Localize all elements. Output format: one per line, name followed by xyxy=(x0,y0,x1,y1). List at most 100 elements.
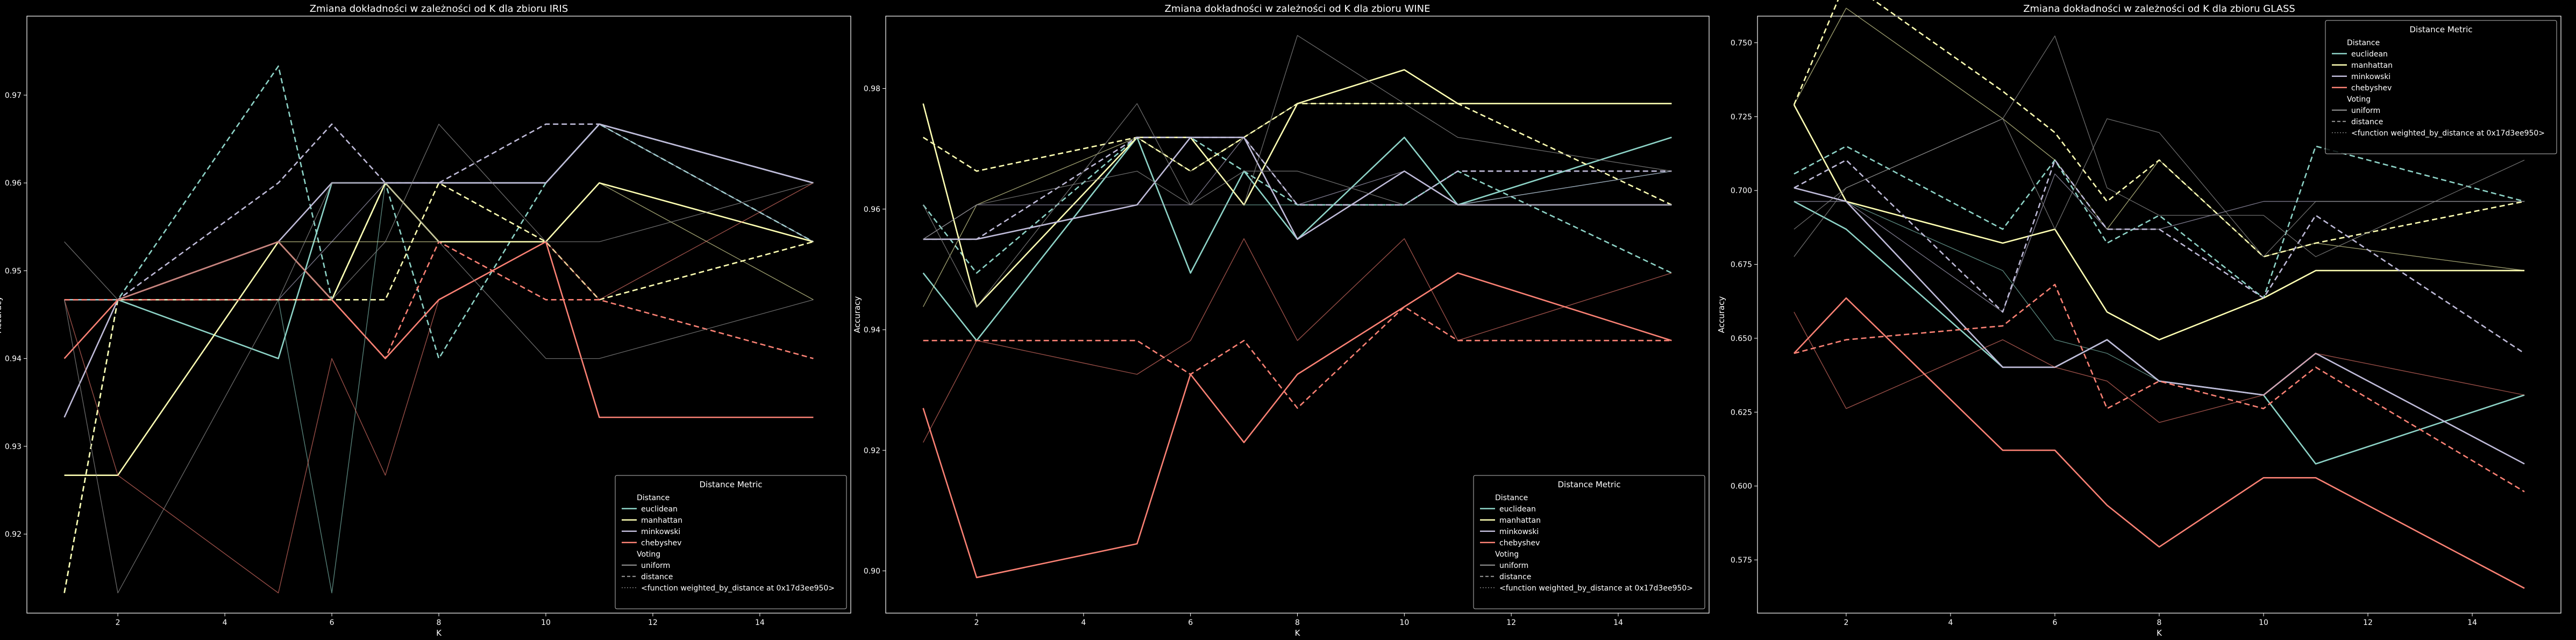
series-line-minkowski-weighted xyxy=(64,124,814,300)
legend-label: manhattan xyxy=(2351,61,2393,70)
series-line-euclidean-distance xyxy=(1794,145,2525,299)
legend-item-voting-1[interactable]: distance xyxy=(1480,573,1531,581)
legend-frame xyxy=(1473,475,1705,609)
y-tick-label: 0.95 xyxy=(5,267,22,275)
series-line-gray-uniform xyxy=(923,35,1672,308)
x-tick-label: 6 xyxy=(2053,618,2058,627)
legend-item-minkowski[interactable]: minkowski xyxy=(622,528,680,536)
series-line-minkowski-distance xyxy=(923,137,1672,240)
chart-title: Zmiana dokładności w zależności od K dla… xyxy=(310,3,568,15)
x-tick-label: 14 xyxy=(755,618,765,627)
x-tick-label: 8 xyxy=(437,618,442,627)
y-tick-label: 0.92 xyxy=(5,530,22,539)
legend-item-manhattan[interactable]: manhattan xyxy=(622,516,682,525)
legend-item-chebyshev[interactable]: chebyshev xyxy=(2332,84,2392,93)
legend-label: uniform xyxy=(1499,561,1528,570)
legend-label: <function weighted_by_distance at 0x17d3… xyxy=(1499,584,1693,593)
x-tick-label: 12 xyxy=(2363,618,2373,627)
legend-item-voting-2[interactable]: <function weighted_by_distance at 0x17d3… xyxy=(622,584,835,593)
legend-item-euclidean[interactable]: euclidean xyxy=(1480,505,1536,514)
legend-label: euclidean xyxy=(641,505,678,514)
legend-label: euclidean xyxy=(1499,505,1536,514)
series-line-manhattan-uniform xyxy=(922,69,1672,308)
x-tick-label: 10 xyxy=(541,618,551,627)
x-tick-label: 12 xyxy=(648,618,658,627)
y-tick-label: 0.96 xyxy=(5,179,22,188)
legend-item-voting-2[interactable]: <function weighted_by_distance at 0x17d3… xyxy=(1480,584,1693,593)
y-tick-label: 0.725 xyxy=(1731,113,1752,122)
x-tick-label: 4 xyxy=(223,618,227,627)
legend-frame xyxy=(2325,20,2557,154)
series-line-chebyshev-uniform xyxy=(63,241,814,418)
series-line-gray-weighted xyxy=(63,182,814,594)
series-line-minkowski-uniform xyxy=(923,137,1672,240)
legend-frame xyxy=(615,475,847,609)
series-line-minkowski-uniform xyxy=(63,123,814,418)
y-tick-label: 0.92 xyxy=(864,446,880,455)
y-axis-label: Accuracy xyxy=(1717,296,1726,333)
x-tick-label: 2 xyxy=(116,618,120,627)
y-tick-label: 0.98 xyxy=(864,85,880,94)
legend-item-minkowski[interactable]: minkowski xyxy=(1480,528,1539,536)
legend-distance-header: Distance xyxy=(2347,39,2380,47)
series-line-euclidean-weighted xyxy=(923,137,1672,240)
legend-item-chebyshev[interactable]: chebyshev xyxy=(622,539,681,547)
x-tick-label: 6 xyxy=(1188,618,1193,627)
y-tick-label: 0.93 xyxy=(5,443,22,451)
legend-label: minkowski xyxy=(641,528,680,536)
y-axis-label: Accuracy xyxy=(0,296,3,333)
legend-item-voting-2[interactable]: <function weighted_by_distance at 0x17d3… xyxy=(2332,129,2545,138)
y-tick-label: 0.94 xyxy=(5,355,22,364)
x-tick-label: 4 xyxy=(1948,618,1953,627)
legend-title: Distance Metric xyxy=(2410,25,2473,34)
legend-label: uniform xyxy=(641,561,670,570)
legend-label: minkowski xyxy=(1499,528,1539,536)
x-tick-label: 8 xyxy=(1295,618,1300,627)
legend-item-voting-0[interactable]: uniform xyxy=(622,561,670,570)
legend-item-voting-0[interactable]: uniform xyxy=(1480,561,1528,570)
legend-title: Distance Metric xyxy=(1558,480,1621,489)
series-line-gray-weighted xyxy=(923,170,1672,240)
y-tick-label: 0.96 xyxy=(864,205,880,214)
x-tick-label: 2 xyxy=(1844,618,1848,627)
legend: Distance Metric Distance euclidean manhatta… xyxy=(2325,20,2557,154)
legend-label: minkowski xyxy=(2351,73,2390,81)
legend-label: chebyshev xyxy=(641,539,681,547)
x-tick-label: 8 xyxy=(2157,618,2162,627)
legend-label: euclidean xyxy=(2351,50,2388,59)
legend-item-voting-1[interactable]: distance xyxy=(2332,118,2383,126)
legend-distance-header: Distance xyxy=(1495,494,1528,502)
x-tick-label: 10 xyxy=(1399,618,1409,627)
y-tick-label: 0.650 xyxy=(1731,335,1752,343)
series-line-chebyshev-uniform xyxy=(922,272,1672,579)
legend-label: chebyshev xyxy=(1499,539,1540,547)
series-line-manhattan-uniform xyxy=(1793,104,2525,341)
legend-label: manhattan xyxy=(1499,516,1541,525)
series-line-manhattan-uniform xyxy=(64,182,814,477)
series-line-minkowski-weighted xyxy=(923,137,1672,240)
x-tick-label: 6 xyxy=(330,618,335,627)
chart-panel-wine: Zmiana dokładności w zależności od K dla… xyxy=(852,3,1710,638)
legend-item-euclidean[interactable]: euclidean xyxy=(2332,50,2388,59)
y-tick-label: 0.94 xyxy=(864,326,880,335)
legend-item-chebyshev[interactable]: chebyshev xyxy=(1480,539,1540,547)
legend-item-minkowski[interactable]: minkowski xyxy=(2332,73,2390,81)
y-tick-label: 0.90 xyxy=(864,567,880,576)
legend-label: uniform xyxy=(2351,106,2380,115)
chart-panel-glass: Zmiana dokładności w zależności od K dla… xyxy=(1717,0,2561,638)
legend-title: Distance Metric xyxy=(700,480,763,489)
chart-panel-iris: Zmiana dokładności w zależności od K dla… xyxy=(0,3,851,638)
legend: Distance Metric Distance euclidean manhatta… xyxy=(615,475,847,609)
legend-item-manhattan[interactable]: manhattan xyxy=(2332,61,2393,70)
legend-item-manhattan[interactable]: manhattan xyxy=(1480,516,1541,525)
series-line-chebyshev-weighted xyxy=(922,238,1672,443)
legend-label: distance xyxy=(1499,573,1531,581)
legend-item-voting-1[interactable]: distance xyxy=(622,573,673,581)
y-tick-label: 0.700 xyxy=(1731,187,1752,195)
legend-voting-header: Voting xyxy=(637,550,660,559)
legend-label: <function weighted_by_distance at 0x17d3… xyxy=(641,584,835,593)
legend-item-euclidean[interactable]: euclidean xyxy=(622,505,678,514)
series-group xyxy=(63,65,814,594)
legend-item-voting-0[interactable]: uniform xyxy=(2332,106,2380,115)
